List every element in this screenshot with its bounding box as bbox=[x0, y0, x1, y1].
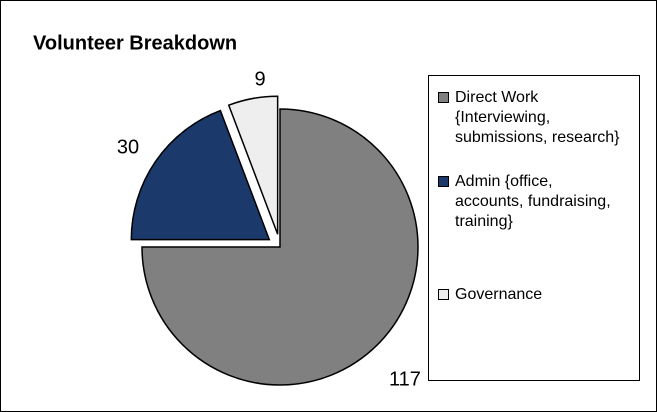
legend-swatch bbox=[438, 289, 449, 300]
pie-slice bbox=[130, 109, 271, 241]
data-label: 117 bbox=[389, 368, 421, 390]
pie-slice bbox=[227, 95, 279, 235]
legend-box bbox=[428, 75, 640, 381]
legend-swatch bbox=[438, 176, 449, 187]
data-label: 30 bbox=[117, 136, 139, 158]
legend-label: Direct Work {Interviewing, submissions, … bbox=[455, 89, 620, 146]
chart-title: Volunteer Breakdown bbox=[33, 32, 237, 54]
pie-slice bbox=[141, 108, 419, 386]
data-label: 9 bbox=[254, 68, 265, 90]
legend-label: Admin {office, accounts, fundraising, tr… bbox=[455, 173, 611, 230]
legend-label: Governance bbox=[455, 286, 543, 303]
legend-swatch bbox=[438, 92, 449, 103]
